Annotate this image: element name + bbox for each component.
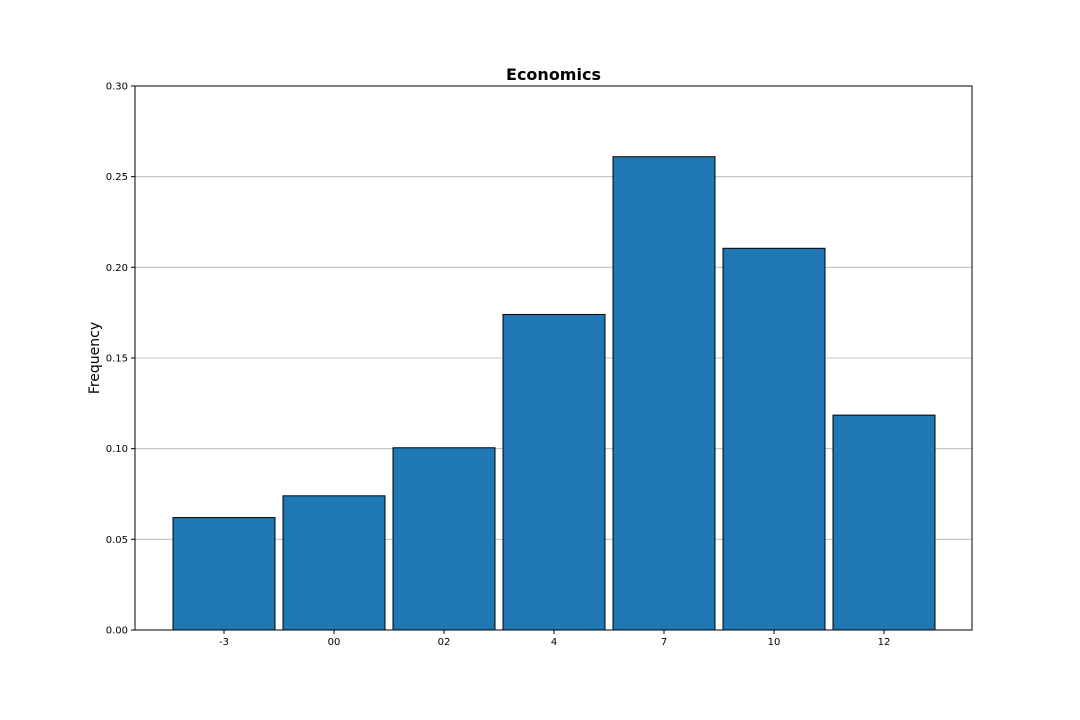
y-tick-label: 0.30 bbox=[106, 82, 128, 93]
y-tick-label: 0.25 bbox=[106, 172, 128, 183]
x-tick-label: 4 bbox=[551, 637, 557, 648]
y-tick-label: 0.10 bbox=[106, 444, 128, 455]
y-tick-label: 0.20 bbox=[106, 263, 128, 274]
y-axis-ticks: 0.00 0.05 0.10 0.15 0.20 0.25 0.30 bbox=[106, 82, 135, 637]
y-axis-label: Frequency bbox=[87, 322, 103, 394]
bar-2 bbox=[282, 495, 386, 631]
bar-3 bbox=[392, 447, 496, 631]
chart-title: Economics bbox=[506, 65, 601, 84]
x-tick-label: 02 bbox=[438, 637, 451, 648]
x-tick-label: 10 bbox=[768, 637, 781, 648]
bars bbox=[172, 156, 936, 631]
bar-7 bbox=[832, 414, 936, 631]
bar-4 bbox=[502, 313, 606, 631]
x-tick-label: 00 bbox=[328, 637, 341, 648]
x-tick-label: -3 bbox=[219, 637, 229, 648]
y-tick-label: 0.05 bbox=[106, 535, 128, 546]
x-tick-label: 12 bbox=[878, 637, 891, 648]
y-tick-label: 0.00 bbox=[106, 626, 128, 637]
bar-6 bbox=[722, 247, 826, 631]
y-tick-label: 0.15 bbox=[106, 354, 128, 365]
x-axis-ticks: -3 00 02 4 7 10 12 bbox=[219, 630, 890, 648]
bar-1 bbox=[172, 517, 276, 631]
bar-5 bbox=[612, 156, 716, 631]
x-tick-label: 7 bbox=[661, 637, 667, 648]
